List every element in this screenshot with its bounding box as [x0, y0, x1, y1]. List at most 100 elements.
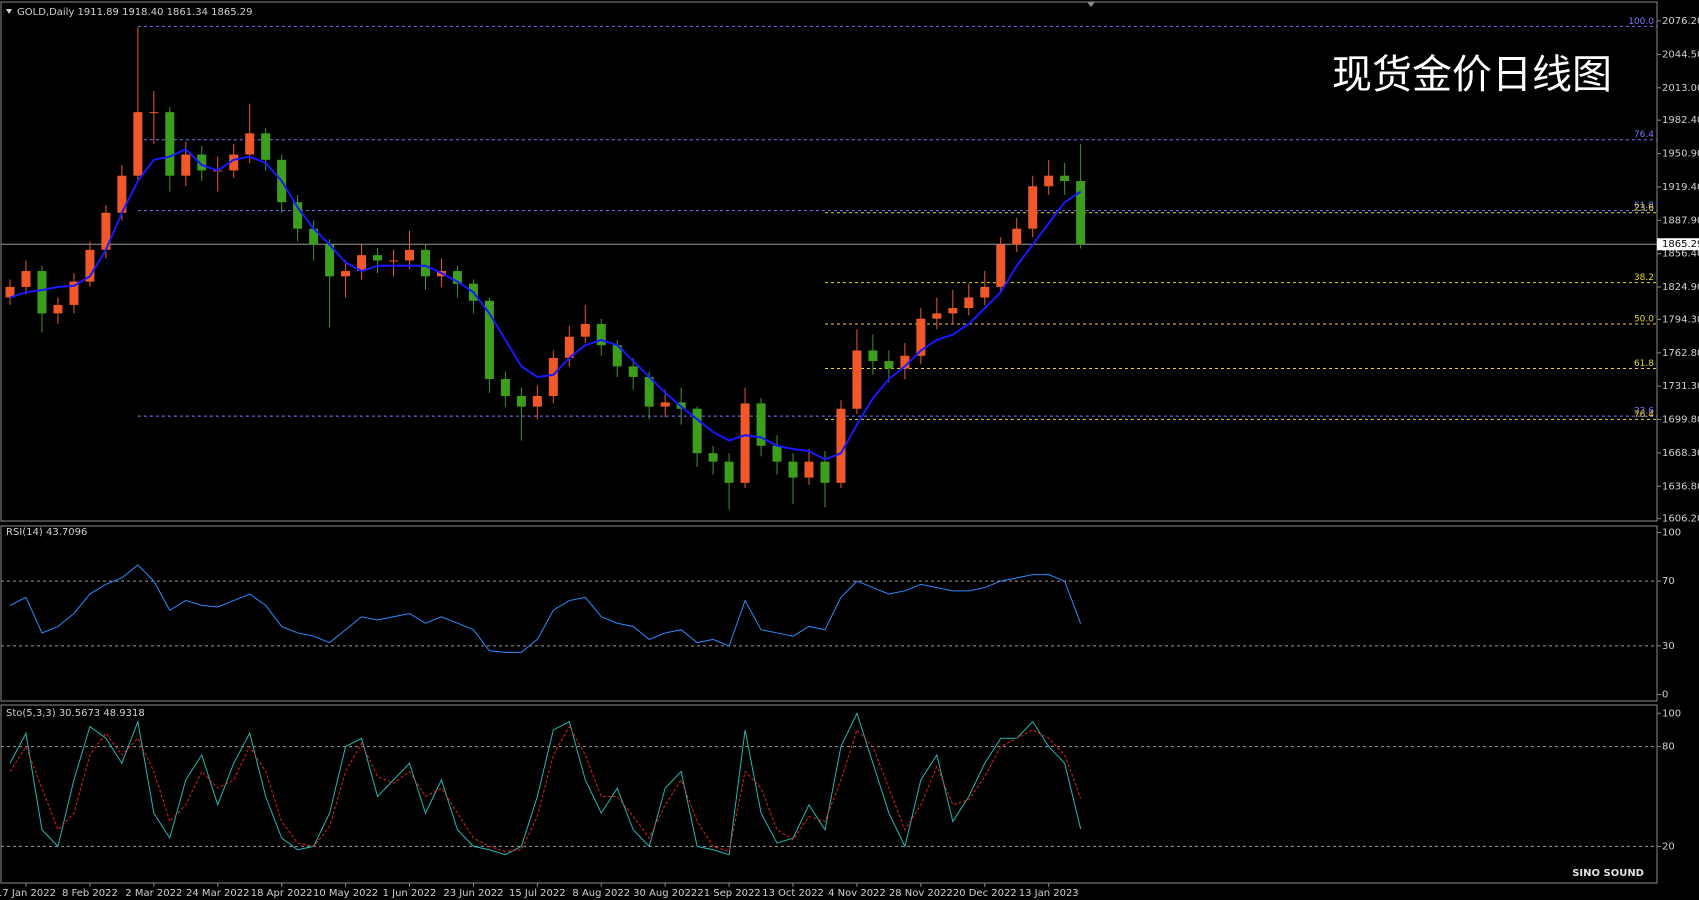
fib-label: 23.6 [1634, 203, 1654, 213]
candle-body [165, 112, 175, 176]
fib-label: 61.8 [1634, 201, 1654, 211]
candle-body [868, 350, 878, 362]
fib-label: 23.6 [1634, 407, 1654, 417]
y-tick-label: 1794.30 [1662, 314, 1699, 325]
x-tick-label: 28 Nov 2022 [889, 888, 953, 899]
candle-body [756, 403, 766, 446]
fib-label: 76.4 [1634, 410, 1654, 420]
candle-body [133, 112, 143, 176]
candle-body [389, 260, 399, 262]
candle-body [580, 323, 590, 337]
candle-body [261, 133, 271, 160]
candle-body [229, 154, 239, 171]
fib-label: 61.8 [1634, 359, 1654, 369]
candle-body [516, 396, 526, 407]
y-tick-label: 1887.90 [1662, 215, 1699, 226]
candle-body [1060, 175, 1070, 182]
x-tick-label: 21 Sep 2022 [697, 888, 760, 899]
candle-body [69, 281, 79, 305]
candle-body [708, 453, 718, 462]
chart-annotation: 现货金价日线图 [1332, 52, 1612, 98]
candle-body [692, 408, 702, 454]
candle-body [420, 249, 430, 277]
y-tick-label: 70 [1662, 576, 1675, 587]
candle-body [197, 154, 207, 171]
candle-body [1076, 181, 1086, 245]
candle-body [804, 461, 814, 478]
candle-body [724, 461, 734, 483]
candle-body [117, 175, 127, 213]
candle-body [548, 357, 558, 397]
candle-body [245, 133, 255, 155]
candle-body [325, 244, 335, 277]
candle-body [836, 408, 846, 483]
candle-body [293, 202, 303, 229]
candle-body [149, 112, 159, 114]
y-tick-label: 100 [1662, 708, 1681, 719]
candle-body [37, 271, 47, 314]
menu-icon[interactable] [6, 9, 12, 14]
x-tick-label: 13 Jan 2023 [1019, 888, 1079, 899]
x-tick-label: 8 Feb 2022 [62, 888, 118, 899]
chart-title: GOLD,Daily 1911.89 1918.40 1861.34 1865.… [17, 7, 253, 18]
candle-body [884, 361, 894, 369]
candle-body [1044, 175, 1054, 187]
candle-body [452, 271, 462, 284]
y-tick-label: 100 [1662, 527, 1681, 538]
x-tick-label: 23 Jun 2022 [443, 888, 503, 899]
indicator-line [9, 564, 1082, 653]
y-tick-label: 2076.20 [1662, 16, 1699, 27]
candle-body [5, 286, 15, 298]
shift-marker [1087, 2, 1095, 7]
x-tick-label: 24 Mar 2022 [186, 888, 249, 899]
candle-body [341, 271, 351, 277]
candle-body [980, 286, 990, 298]
moving-average [9, 148, 1082, 461]
x-tick-label: 13 Oct 2022 [762, 888, 824, 899]
y-tick-label: 1668.30 [1662, 448, 1699, 459]
y-tick-label: 1699.80 [1662, 415, 1699, 426]
y-tick-label: 2013.00 [1662, 83, 1699, 94]
candle-body [644, 376, 654, 407]
y-tick-label: 80 [1662, 742, 1675, 753]
last-price-label: 1865.29 [1662, 239, 1699, 250]
x-tick-label: 2 Mar 2022 [125, 888, 182, 899]
y-tick-label: 1606.20 [1662, 514, 1699, 525]
main-panel [0, 1, 1658, 522]
y-tick-label: 1982.40 [1662, 115, 1699, 126]
candle-body [996, 244, 1006, 287]
candle-body [181, 154, 191, 176]
y-tick-label: 30 [1662, 641, 1675, 652]
y-tick-label: 1919.40 [1662, 182, 1699, 193]
candle-body [532, 396, 542, 407]
candle-body [564, 336, 574, 358]
candle-body [612, 345, 622, 367]
candle-body [660, 402, 670, 407]
fib-label: 38.2 [1634, 273, 1654, 283]
candle-body [85, 249, 95, 282]
candle-body [628, 366, 638, 377]
x-tick-label: 1 Jun 2022 [383, 888, 437, 899]
candle-body [373, 255, 383, 261]
candle-body [53, 304, 63, 314]
rsi-panel [0, 525, 1658, 702]
y-tick-label: 1762.80 [1662, 348, 1699, 359]
last-price-box [1657, 238, 1699, 251]
candle-body [309, 228, 319, 245]
y-tick-label: 1950.90 [1662, 149, 1699, 160]
y-tick-label: 0 [1662, 690, 1668, 701]
candle-body [948, 308, 958, 314]
candle-body [21, 271, 31, 287]
rsi-title: RSI(14) 43.7096 [6, 527, 87, 538]
candle-body [772, 445, 782, 462]
candle-body [596, 323, 606, 346]
candle-body [852, 350, 862, 409]
stoch-title: Sto(5,3,3) 30.5673 48.9318 [6, 708, 145, 719]
x-tick-label: 4 Nov 2022 [828, 888, 886, 899]
fib-label: 50.0 [1634, 314, 1654, 324]
y-tick-label: 1856.40 [1662, 249, 1699, 260]
indicator-line [9, 725, 1082, 853]
y-tick-label: 1636.80 [1662, 481, 1699, 492]
